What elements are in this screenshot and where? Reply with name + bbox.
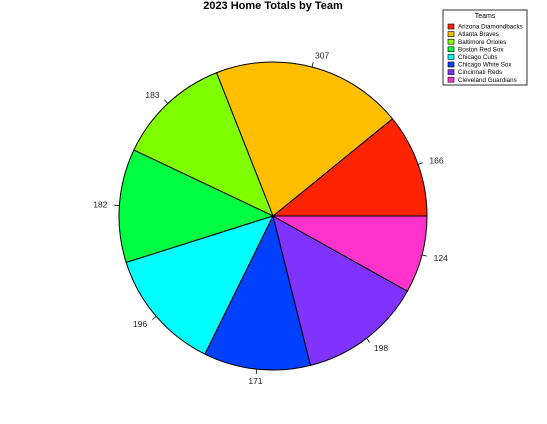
pie-value-label-2: 307 <box>315 50 329 60</box>
legend-label-6: Chicago White Sox <box>458 62 512 69</box>
legend-swatch-5 <box>447 54 455 60</box>
legend-swatch-6 <box>447 61 455 68</box>
pie-tick-1 <box>417 162 423 165</box>
legend-title: Teams <box>475 13 496 20</box>
pie-tick-8 <box>421 254 427 257</box>
chart-title: 2023 Home Totals by Team <box>203 0 343 12</box>
pie-tick-7 <box>366 338 370 343</box>
pie-value-label-6: 171 <box>248 376 262 386</box>
pie-slice-7 <box>272 214 409 366</box>
legend-swatch-1 <box>447 23 455 30</box>
legend-swatch-4 <box>447 46 455 53</box>
pie-slices <box>118 61 428 371</box>
pie-value-label-7: 198 <box>374 343 388 353</box>
pie-slice-1 <box>271 118 428 217</box>
pie-tick-3 <box>164 99 169 104</box>
legend-swatch-8 <box>447 76 455 83</box>
legend-swatch-3 <box>447 38 455 45</box>
pie-slice-5 <box>125 215 274 355</box>
pie-slice-2 <box>215 61 394 217</box>
pie-value-label-4: 182 <box>93 200 107 210</box>
legend-label-8: Cleveland Guardians <box>458 77 517 84</box>
pie-slice-8 <box>271 215 428 292</box>
pie-value-label-1: 166 <box>429 155 443 165</box>
pie-value-label-5: 196 <box>133 319 147 329</box>
pie-slice-6 <box>204 214 312 371</box>
legend-swatch-2 <box>447 31 455 37</box>
pie-labels: 166 307 183 182 196 171 198 124 <box>93 50 448 386</box>
legend-label-5: Chicago Cubs <box>458 54 498 61</box>
pie-value-label-8: 124 <box>434 253 448 263</box>
pie-value-label-3: 183 <box>145 90 159 100</box>
legend-box <box>442 9 528 86</box>
legend-label-7: Cincinnati Reds <box>458 69 502 76</box>
legend-label-4: Boston Red Sox <box>458 46 504 53</box>
pie-tick-6 <box>255 369 258 375</box>
legend-swatch-7 <box>447 69 455 75</box>
pie-slice-4 <box>118 149 275 264</box>
legend-label-1: Arizona Diamondbacks <box>458 24 523 31</box>
legend-label-2: Atlanta Braves <box>458 31 499 38</box>
pie-tick-2 <box>311 62 314 68</box>
legend-label-3: Baltimore Orioles <box>458 39 506 46</box>
pie-tick-5 <box>152 316 157 320</box>
